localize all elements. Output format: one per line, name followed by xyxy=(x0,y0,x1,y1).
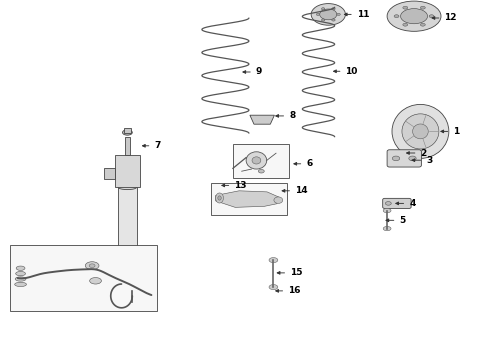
Text: 15: 15 xyxy=(277,269,303,277)
Ellipse shape xyxy=(420,6,425,9)
Ellipse shape xyxy=(321,19,325,21)
Ellipse shape xyxy=(258,170,264,173)
Ellipse shape xyxy=(387,1,441,31)
Bar xyxy=(211,183,287,215)
Bar xyxy=(118,187,137,252)
Text: 8: 8 xyxy=(276,112,295,120)
Text: 16: 16 xyxy=(276,287,301,295)
Polygon shape xyxy=(216,191,279,207)
Ellipse shape xyxy=(413,124,428,139)
Bar xyxy=(113,248,142,256)
Ellipse shape xyxy=(16,271,25,276)
Ellipse shape xyxy=(392,156,400,161)
Ellipse shape xyxy=(317,13,319,15)
Ellipse shape xyxy=(383,208,391,213)
Bar xyxy=(125,137,129,155)
Text: 10: 10 xyxy=(334,67,358,76)
Text: 9: 9 xyxy=(243,68,262,77)
Ellipse shape xyxy=(118,249,137,255)
Ellipse shape xyxy=(332,8,335,10)
Text: 2: 2 xyxy=(407,148,427,158)
Ellipse shape xyxy=(85,262,99,270)
Ellipse shape xyxy=(269,258,278,263)
Ellipse shape xyxy=(320,9,337,20)
Ellipse shape xyxy=(90,278,101,284)
Ellipse shape xyxy=(311,4,345,25)
Bar xyxy=(233,144,289,178)
Text: 4: 4 xyxy=(396,199,416,208)
Ellipse shape xyxy=(252,157,261,164)
Ellipse shape xyxy=(218,196,221,200)
Ellipse shape xyxy=(403,6,408,9)
Ellipse shape xyxy=(15,282,26,287)
Ellipse shape xyxy=(274,197,283,203)
Ellipse shape xyxy=(429,15,434,18)
FancyBboxPatch shape xyxy=(387,150,421,167)
Text: 7: 7 xyxy=(143,141,161,150)
Ellipse shape xyxy=(216,193,223,203)
FancyBboxPatch shape xyxy=(383,198,411,208)
Ellipse shape xyxy=(394,15,399,18)
Polygon shape xyxy=(250,115,274,124)
Ellipse shape xyxy=(15,277,26,281)
Text: 11: 11 xyxy=(344,10,369,19)
Ellipse shape xyxy=(386,202,392,205)
Ellipse shape xyxy=(89,264,95,267)
Text: 3: 3 xyxy=(412,156,433,165)
Ellipse shape xyxy=(321,8,325,10)
Ellipse shape xyxy=(403,23,408,26)
Bar xyxy=(115,155,140,187)
Text: 1: 1 xyxy=(441,127,460,136)
Bar xyxy=(10,245,157,311)
Ellipse shape xyxy=(337,13,340,15)
Ellipse shape xyxy=(420,23,425,26)
Ellipse shape xyxy=(332,19,335,21)
Ellipse shape xyxy=(16,266,25,270)
Text: 5: 5 xyxy=(386,216,406,225)
Ellipse shape xyxy=(409,156,416,161)
Ellipse shape xyxy=(118,185,137,190)
Bar xyxy=(124,128,131,133)
Ellipse shape xyxy=(269,285,278,289)
Text: 12: 12 xyxy=(432,13,457,22)
Text: 14: 14 xyxy=(282,186,308,195)
Text: 6: 6 xyxy=(294,159,313,168)
Ellipse shape xyxy=(392,104,449,158)
Ellipse shape xyxy=(383,226,391,231)
Ellipse shape xyxy=(402,114,439,149)
Ellipse shape xyxy=(400,9,427,24)
Ellipse shape xyxy=(122,130,132,135)
Bar xyxy=(104,168,115,179)
Text: 13: 13 xyxy=(222,181,247,190)
Ellipse shape xyxy=(246,152,267,169)
